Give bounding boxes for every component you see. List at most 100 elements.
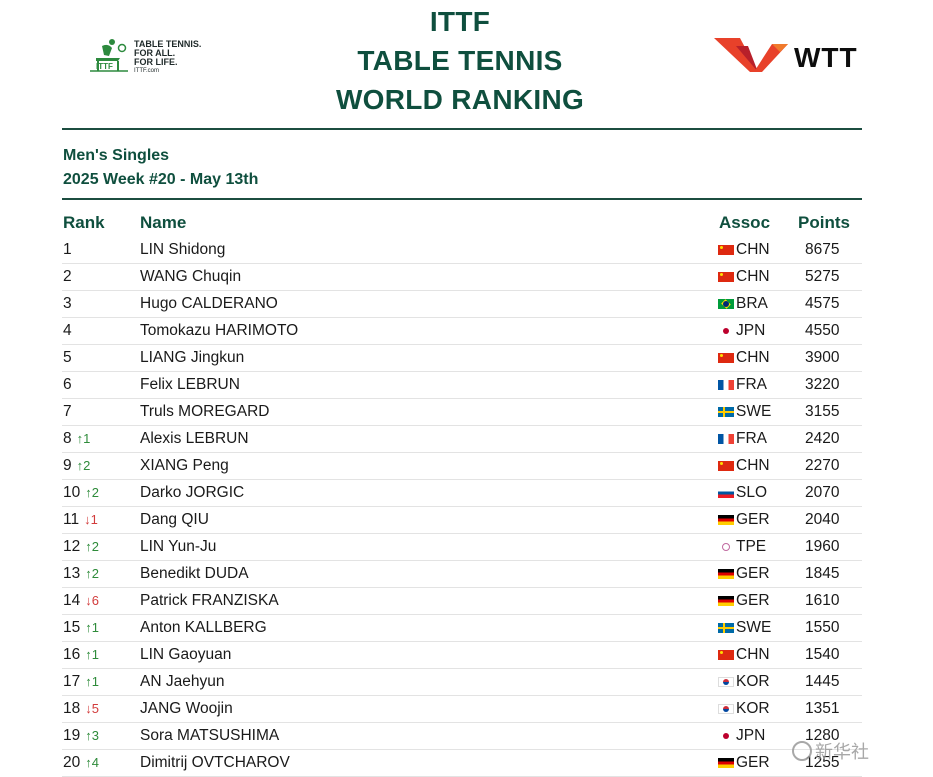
points-cell: 1351 [805, 700, 840, 717]
assoc-cell: BRA [718, 291, 768, 317]
player-name: Alexis LEBRUN [140, 430, 249, 447]
points-cell: 4575 [805, 295, 840, 312]
rank-number: 5 [63, 349, 72, 366]
rank-cell: 6 [63, 372, 72, 398]
rank-number: 9 [63, 457, 72, 474]
rank-cell: 14 ↓6 [63, 588, 99, 614]
assoc-code: KOR [736, 673, 770, 690]
assoc-code: FRA [736, 430, 767, 447]
rank-cell: 3 [63, 291, 72, 317]
flag-swe-icon [718, 407, 734, 417]
rank-number: 3 [63, 295, 72, 312]
assoc-code: GER [736, 592, 770, 609]
assoc-cell: CHN [718, 345, 770, 371]
ittf-tagline: TABLE TENNIS. FOR ALL. FOR LIFE. ITTF.co… [134, 39, 202, 75]
table-row: 8 ↑1 Alexis LEBRUN FRA 2420 [62, 426, 862, 453]
subheader-divider [62, 198, 862, 200]
flag-ger-icon [718, 596, 734, 606]
table-row: 9 ↑2 XIANG Peng CHN 2270 [62, 453, 862, 480]
rank-cell: 18 ↓5 [63, 696, 99, 722]
rank-up-indicator: ↑1 [85, 620, 99, 635]
assoc-cell: JPN [718, 318, 765, 344]
rank-number: 18 [63, 700, 81, 717]
assoc-cell: SWE [718, 615, 771, 641]
watermark-text: 新华社 [815, 742, 869, 762]
rank-cell: 12 ↑2 [63, 534, 99, 560]
rank-number: 10 [63, 484, 81, 501]
assoc-code: SWE [736, 619, 772, 636]
assoc-cell: GER [718, 561, 770, 587]
rank-up-indicator: ↑2 [76, 458, 91, 473]
svg-text:ITTF: ITTF [96, 62, 113, 71]
points-cell: 2270 [805, 457, 840, 474]
table-row: 17 ↑1 AN Jaehyun KOR 1445 [62, 669, 862, 696]
table-row: 19 ↑3 Sora MATSUSHIMA JPN 1280 [62, 723, 862, 750]
assoc-cell: TPE [718, 534, 766, 560]
player-name: LIANG Jingkun [140, 349, 245, 366]
rank-up-indicator: ↑2 [85, 539, 99, 554]
table-row: 18 ↓5 JANG Woojin KOR 1351 [62, 696, 862, 723]
points-cell: 4550 [805, 322, 840, 339]
player-name: AN Jaehyun [140, 673, 225, 690]
flag-fra-icon [718, 380, 734, 390]
rank-number: 13 [63, 565, 81, 582]
points-cell: 8675 [805, 241, 840, 258]
rank-number: 8 [63, 430, 72, 447]
header-divider [62, 128, 862, 130]
rank-number: 4 [63, 322, 72, 339]
flag-swe-icon [718, 623, 734, 633]
assoc-cell: JPN [718, 723, 765, 749]
rank-number: 15 [63, 619, 81, 636]
assoc-code: CHN [736, 646, 770, 663]
title-line-2: TABLE TENNIS [357, 45, 563, 76]
player-name: Sora MATSUSHIMA [140, 727, 280, 744]
assoc-code: GER [736, 511, 770, 528]
rank-cell: 7 [63, 399, 72, 425]
player-name: LIN Shidong [140, 241, 226, 258]
title-line-3: WORLD RANKING [335, 84, 585, 115]
rank-number: 7 [63, 403, 72, 420]
rank-up-indicator: ↑2 [85, 485, 99, 500]
rank-number: 2 [63, 268, 72, 285]
points-cell: 1445 [805, 673, 840, 690]
player-name: Benedikt DUDA [140, 565, 249, 582]
assoc-cell: GER [718, 750, 770, 776]
points-cell: 1280 [805, 727, 840, 744]
column-header-name: Name [140, 213, 187, 232]
rank-cell: 9 ↑2 [63, 453, 90, 479]
assoc-code: CHN [736, 268, 770, 285]
table-row: 2 WANG Chuqin CHN 5275 [62, 264, 862, 291]
table-row: 5 LIANG Jingkun CHN 3900 [62, 345, 862, 372]
flag-jpn-icon [718, 326, 734, 336]
rank-cell: 13 ↑2 [63, 561, 99, 587]
ranking-table: 1 LIN Shidong CHN 8675 2 WANG Chuqin CHN 5275 3 H… [62, 237, 862, 777]
assoc-cell: CHN [718, 237, 770, 263]
rank-up-indicator: ↑4 [85, 755, 99, 770]
player-name: Dang QIU [140, 511, 209, 528]
rank-number: 17 [63, 673, 81, 690]
page-title: ITTF TABLE TENNIS WORLD RANKING [260, 2, 660, 119]
assoc-code: GER [736, 565, 770, 582]
rank-cell: 16 ↑1 [63, 642, 99, 668]
rank-up-indicator: ↑2 [85, 566, 99, 581]
player-name: JANG Woojin [140, 700, 233, 717]
column-header-assoc: Assoc [719, 213, 771, 232]
assoc-cell: KOR [718, 669, 770, 695]
rank-up-indicator: ↑1 [85, 647, 99, 662]
assoc-cell: GER [718, 588, 770, 614]
assoc-cell: CHN [718, 453, 770, 479]
points-cell: 2420 [805, 430, 840, 447]
table-row: 10 ↑2 Darko JORGIC SLO 2070 [62, 480, 862, 507]
player-name: Felix LEBRUN [140, 376, 240, 393]
assoc-cell: FRA [718, 426, 767, 452]
rank-number: 11 [63, 511, 80, 528]
assoc-code: CHN [736, 349, 770, 366]
table-row: 13 ↑2 Benedikt DUDA GER 1845 [62, 561, 862, 588]
table-row: 1 LIN Shidong CHN 8675 [62, 237, 862, 264]
table-row: 16 ↑1 LIN Gaoyuan CHN 1540 [62, 642, 862, 669]
rank-up-indicator: ↑1 [76, 431, 91, 446]
assoc-code: JPN [736, 322, 766, 339]
assoc-cell: FRA [718, 372, 767, 398]
rank-number: 14 [63, 592, 81, 609]
assoc-cell: CHN [718, 264, 770, 290]
